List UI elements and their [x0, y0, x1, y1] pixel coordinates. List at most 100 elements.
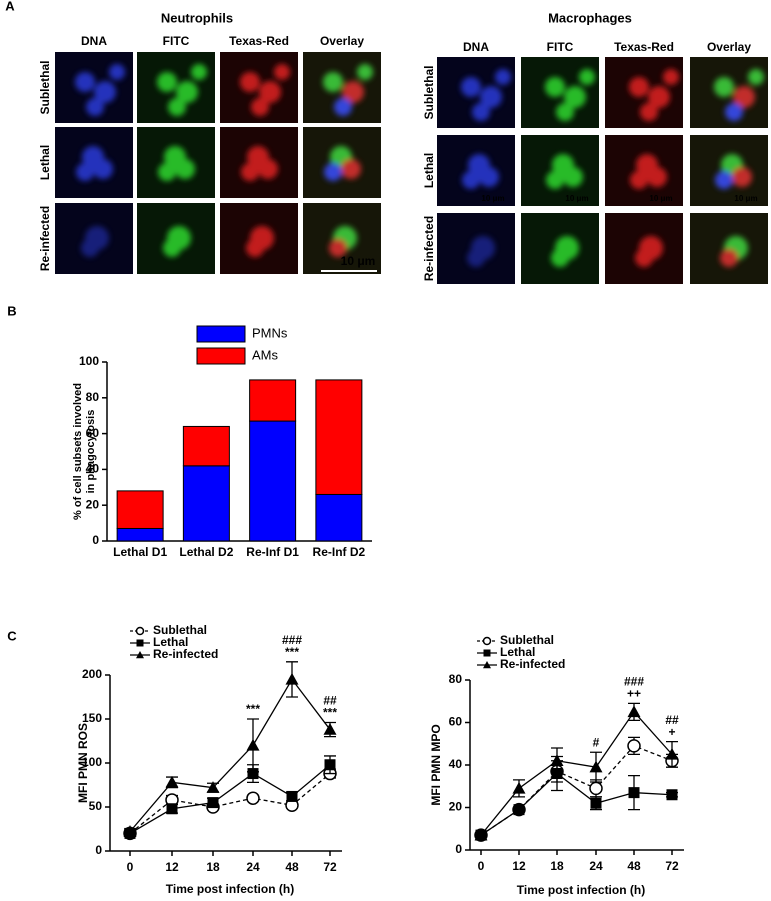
marker	[513, 804, 525, 816]
cell	[640, 103, 658, 121]
cell	[274, 64, 290, 80]
legend-marker	[483, 661, 491, 669]
y-tick-label: 200	[82, 667, 102, 681]
cell	[748, 69, 764, 85]
cells	[158, 146, 195, 181]
cells	[157, 64, 207, 116]
marker	[627, 705, 641, 718]
cells	[324, 146, 361, 181]
cells	[629, 69, 679, 121]
legend-label: AMs	[252, 347, 279, 362]
legend-label: Sublethal	[500, 633, 554, 647]
y-tick-label: 100	[79, 354, 99, 368]
annotation: ***	[246, 702, 260, 716]
legend-label: Re-infected	[500, 657, 565, 671]
marker	[166, 803, 178, 815]
cells	[630, 154, 667, 189]
cell	[472, 103, 490, 121]
x-tick-label: Lethal D1	[113, 545, 167, 559]
cell	[357, 64, 373, 80]
marker	[246, 738, 260, 751]
cell	[168, 98, 186, 116]
marker	[123, 825, 137, 837]
cell	[241, 163, 259, 181]
cell	[94, 81, 116, 103]
annotation: +	[668, 725, 675, 739]
bar-segment	[116, 527, 164, 542]
marker	[666, 789, 678, 801]
y-tick-label: 60	[86, 426, 100, 440]
row-label: Lethal	[422, 153, 436, 188]
cell	[579, 69, 595, 85]
scale-label: 10 μm	[481, 194, 504, 203]
cell	[546, 171, 564, 189]
cell	[630, 171, 648, 189]
cell	[324, 163, 342, 181]
legend-label: Lethal	[153, 635, 188, 649]
legend-label: PMNs	[252, 325, 288, 340]
cell	[715, 171, 733, 189]
y-tick-label: 40	[86, 462, 100, 476]
x-tick-label: 0	[478, 859, 485, 873]
x-label: Time post infection (h)	[166, 882, 294, 896]
cells	[246, 226, 274, 257]
x-tick-label: 48	[627, 859, 641, 873]
x-tick-label: Lethal D2	[179, 545, 233, 559]
column-header: FITC	[547, 40, 574, 54]
x-tick-label: 12	[512, 859, 526, 873]
cell	[259, 81, 281, 103]
cell	[564, 86, 586, 108]
cell	[545, 77, 565, 97]
row-label: Lethal	[38, 145, 52, 180]
legend-marker	[136, 639, 144, 647]
y-tick-label: 0	[92, 533, 99, 547]
x-tick-label: 48	[285, 860, 299, 874]
cell	[176, 81, 198, 103]
cell	[480, 86, 502, 108]
cell	[175, 159, 195, 179]
bar-segment	[116, 490, 164, 529]
y-label: MFI PMN ROS	[76, 723, 90, 803]
y-tick-label: 0	[95, 843, 102, 857]
legend-marker	[483, 649, 491, 657]
y-tick-label: 80	[449, 672, 463, 686]
cell	[720, 249, 738, 267]
cells	[714, 69, 764, 121]
annotation: ++	[627, 687, 641, 701]
x-label: Time post infection (h)	[517, 883, 645, 897]
cell	[563, 167, 583, 187]
cell	[76, 163, 94, 181]
group-title: Neutrophils	[161, 10, 233, 25]
marker	[589, 760, 603, 773]
cell	[733, 86, 755, 108]
x-tick-label: 72	[665, 859, 679, 873]
cell	[495, 69, 511, 85]
marker	[165, 775, 179, 788]
cells	[551, 236, 579, 267]
series-line	[480, 745, 673, 836]
annotation: ***	[285, 645, 299, 659]
scale-label: 10 μm	[649, 194, 672, 203]
legend-swatch	[196, 325, 246, 343]
bar-segment	[249, 420, 297, 542]
cells	[545, 69, 595, 121]
legend-swatch	[196, 347, 246, 365]
y-tick-label: 20	[449, 800, 463, 814]
cell	[157, 72, 177, 92]
cell	[163, 239, 181, 257]
marker	[206, 781, 220, 793]
row-label: Sublethal	[422, 65, 436, 119]
cells	[461, 69, 511, 121]
cell	[251, 98, 269, 116]
cells	[163, 226, 191, 257]
cells	[76, 146, 113, 181]
cell	[323, 72, 343, 92]
series-line	[129, 773, 331, 834]
cell	[341, 159, 361, 179]
scale-label: 10 μm	[341, 254, 376, 268]
annotation: ###	[624, 675, 644, 689]
series-line	[129, 764, 331, 834]
column-header: Overlay	[320, 34, 364, 48]
marker	[286, 790, 298, 802]
